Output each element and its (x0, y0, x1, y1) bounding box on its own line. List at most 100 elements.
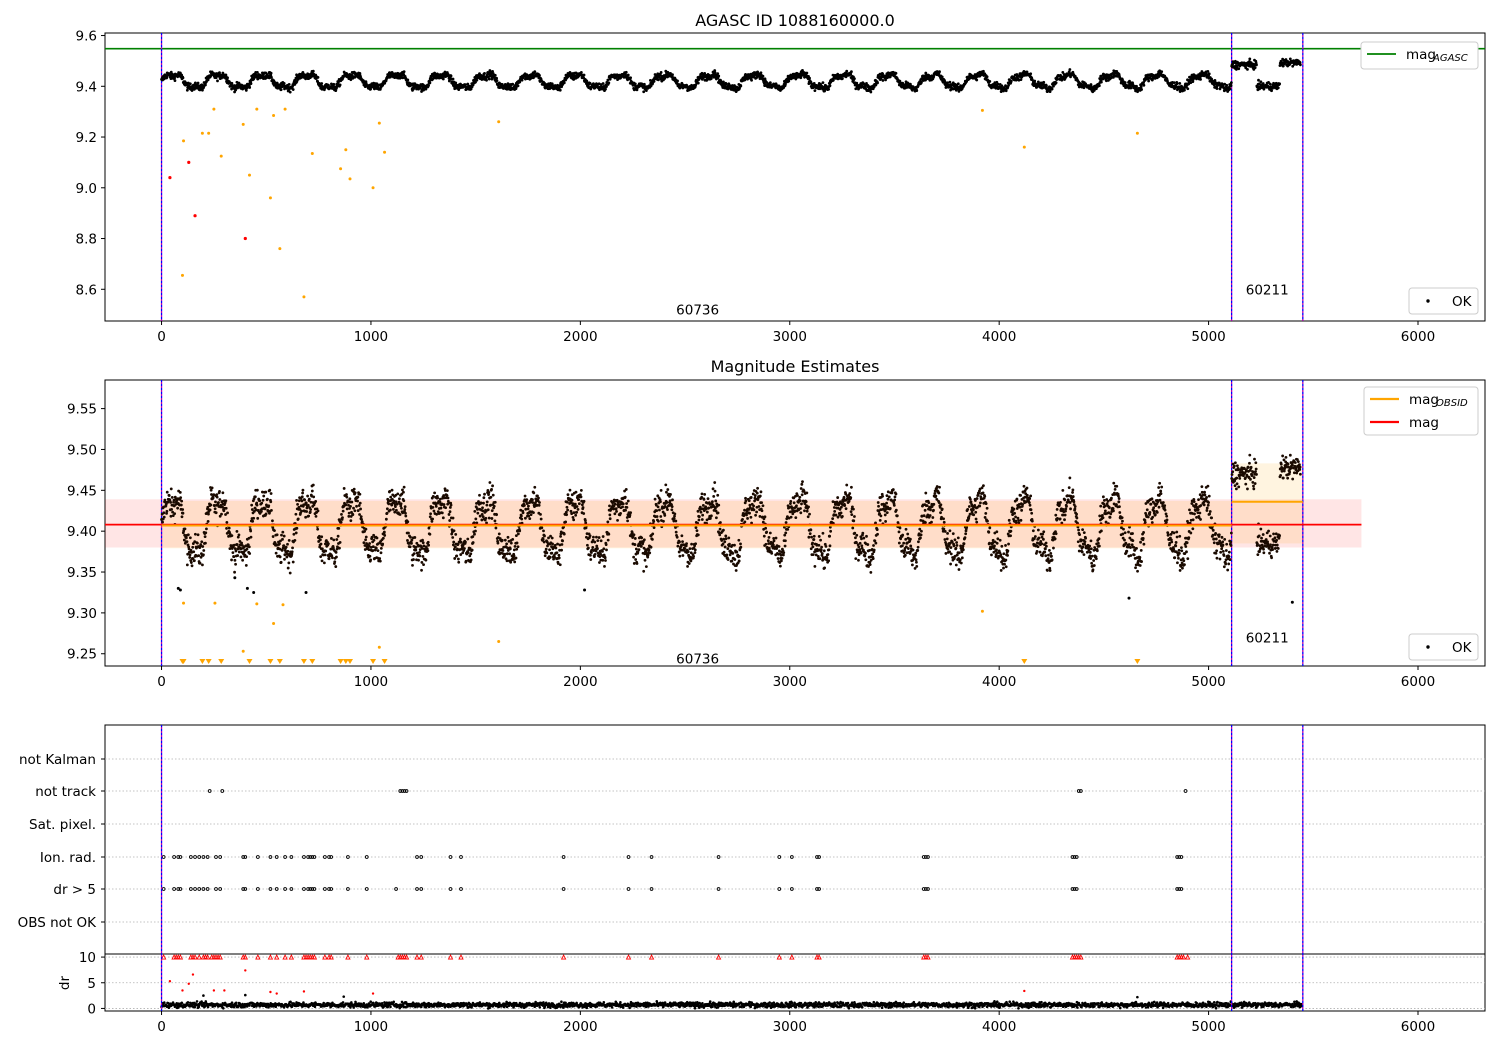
ok-point (402, 499, 405, 502)
ok-point (452, 517, 455, 520)
ok-point (750, 79, 753, 82)
ok-point (392, 508, 395, 511)
orange-point (981, 109, 984, 112)
ok-point (312, 496, 315, 499)
ok-point (301, 492, 304, 495)
ok-point (447, 497, 450, 500)
ok-point (404, 515, 407, 518)
ok-point (335, 538, 338, 541)
ok-point (996, 83, 999, 86)
ok-point (615, 510, 618, 513)
ok-point (171, 496, 174, 499)
orange-point (284, 108, 287, 111)
ok-point (523, 504, 526, 507)
ok-point (201, 563, 204, 566)
ok-point (1270, 89, 1273, 92)
ok-point (418, 555, 421, 558)
ok-point (638, 548, 641, 551)
ok-point (491, 509, 494, 512)
ok-point (492, 494, 495, 497)
ok-point (533, 486, 536, 489)
ok-point (343, 487, 346, 490)
ok-point (615, 507, 618, 510)
ok-point (170, 488, 173, 491)
ok-point (306, 495, 309, 498)
ok-point (194, 533, 197, 536)
ok-point (604, 556, 607, 559)
ok-point (204, 531, 207, 534)
ok-point (179, 491, 182, 494)
panel1-xtick-label: 3000 (773, 329, 807, 345)
ok-point (418, 551, 421, 554)
ok-point (377, 549, 380, 552)
ok-point (478, 494, 481, 497)
panel2-xtick-label: 1000 (354, 674, 388, 690)
ok-point (607, 533, 610, 536)
ok-point (283, 82, 286, 85)
ok-point (1207, 70, 1210, 73)
ok-point (275, 552, 278, 555)
ok-point (291, 550, 294, 553)
ok-point (542, 529, 545, 532)
ok-point (538, 74, 541, 77)
obs-label: 60736 (676, 303, 719, 319)
ok-point (287, 567, 290, 570)
ok-point (957, 82, 960, 85)
ok-point (542, 538, 545, 541)
ok-point (455, 554, 458, 557)
ok-point (360, 515, 363, 518)
ok-point (189, 536, 192, 539)
ok-point (281, 538, 284, 541)
ok-point (233, 555, 236, 558)
ok-point (356, 500, 359, 503)
ok-point (583, 74, 586, 77)
ok-point (915, 89, 918, 92)
ok-point (621, 505, 624, 508)
ok-point (1248, 57, 1251, 60)
ok-point (554, 547, 557, 550)
ok-point (653, 80, 656, 83)
ok-point (403, 508, 406, 511)
ok-point (385, 518, 388, 521)
ok-point (643, 83, 646, 86)
ok-point (600, 539, 603, 542)
legend-ok-swatch (1426, 299, 1429, 302)
ok-point (574, 503, 577, 506)
ok-point (501, 539, 504, 542)
ok-point (488, 517, 491, 520)
ok-point (497, 542, 500, 545)
ok-point (264, 507, 267, 510)
ok-point (565, 513, 568, 516)
ok-point (627, 500, 630, 503)
ok-point (551, 537, 554, 540)
ok-point (625, 488, 628, 491)
ok-point (1230, 81, 1233, 84)
ok-point (560, 549, 563, 552)
ok-point (625, 502, 628, 505)
ok-point (505, 543, 508, 546)
ok-point (278, 542, 281, 545)
ok-point (248, 552, 251, 555)
ok-point (441, 511, 444, 514)
ok-point (264, 491, 267, 494)
ok-point (949, 81, 952, 84)
ok-point (170, 515, 173, 518)
panel1-title: AGASC ID 1088160000.0 (695, 11, 895, 30)
ok-point (353, 488, 356, 491)
ok-point (431, 518, 434, 521)
ok-point (202, 549, 205, 552)
ok-point (626, 506, 629, 509)
red-point (187, 161, 190, 164)
ok-point (594, 553, 597, 556)
ok-point (607, 539, 610, 542)
ok-point (616, 519, 619, 522)
panel2-ytick-label: 9.25 (67, 647, 97, 663)
ok-point (258, 499, 261, 502)
ok-point (577, 508, 580, 511)
ok-point (1020, 78, 1023, 81)
ok-point (270, 509, 273, 512)
ok-point (495, 77, 498, 80)
ok-point (808, 77, 811, 80)
